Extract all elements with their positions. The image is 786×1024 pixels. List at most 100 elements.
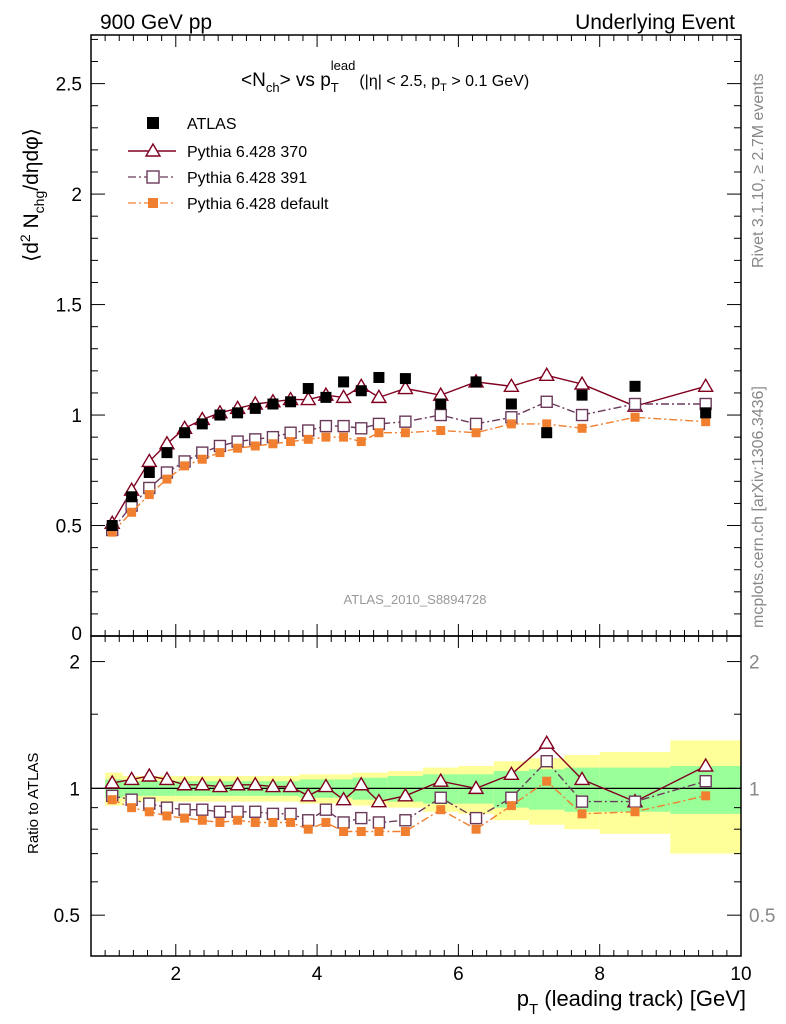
main-point-pythia-6-428-default xyxy=(107,527,117,537)
mcplots-label: mcplots.cern.ch [arXiv:1306.3436] xyxy=(750,386,767,628)
ratio-point-pythia-6-428-default xyxy=(286,817,296,827)
main-point-atlas xyxy=(249,402,261,414)
ratio-point-pythia-6-428-default xyxy=(321,817,331,827)
main-point-pythia-6-428-default xyxy=(303,434,313,444)
main-y-tick-label: 2.5 xyxy=(56,75,82,96)
main-point-pythia-6-428-391 xyxy=(284,426,297,439)
ratio-point-pythia-6-428-default xyxy=(506,801,516,811)
ratio-point-pythia-6-428-default xyxy=(630,807,640,817)
main-point-pythia-6-428-370 xyxy=(370,388,388,404)
ratio-point-pythia-6-428-391 xyxy=(469,811,483,825)
ratio-point-pythia-6-428-391 xyxy=(178,803,191,816)
main-point-pythia-6-428-370 xyxy=(538,366,555,381)
ratio-point-pythia-6-428-391 xyxy=(628,795,642,808)
ratio-point-pythia-6-428-default xyxy=(180,813,190,823)
main-point-atlas xyxy=(232,407,244,419)
main-y-tick-label: 1.5 xyxy=(56,296,82,317)
ratio-y-axis-label: Ratio to ATLAS xyxy=(25,753,42,854)
main-point-pythia-6-428-391 xyxy=(434,408,447,422)
main-point-atlas xyxy=(320,391,332,403)
main-point-pythia-6-428-default xyxy=(144,490,154,500)
legend-default-marker xyxy=(148,198,158,208)
ratio-point-pythia-6-428-391 xyxy=(213,805,227,818)
analysis-label: ATLAS_2010_S8894728 xyxy=(344,592,487,607)
main-point-pythia-6-428-370 xyxy=(503,377,520,393)
x-tick-label: 2 xyxy=(170,964,181,985)
main-y-tick-label-zero: 0 xyxy=(71,624,82,645)
ratio-point-pythia-6-428-391 xyxy=(266,807,280,821)
ratio-point-pythia-6-428-370 xyxy=(317,778,335,793)
ratio-y-tick-label: 1 xyxy=(69,779,80,800)
ratio-point-pythia-6-428-370 xyxy=(397,787,414,802)
axis-ticks: 2 4 6 8 10 0.5 1 1.5 2 2.5 0 0.5 1 2 0.5 1 2 xyxy=(54,35,775,985)
ratio-point-pythia-6-428-391 xyxy=(231,805,244,818)
ratio-point-pythia-6-428-default xyxy=(400,826,410,836)
main-point-pythia-6-428-default xyxy=(250,441,260,451)
main-point-pythia-6-428-391 xyxy=(575,408,589,422)
ratio-point-pythia-6-428-391 xyxy=(249,805,262,818)
main-point-atlas xyxy=(267,398,279,410)
main-point-atlas xyxy=(629,380,641,392)
ratio-point-pythia-6-428-391 xyxy=(284,807,297,821)
main-point-atlas xyxy=(285,396,297,408)
ratio-point-pythia-6-428-370 xyxy=(282,778,299,793)
main-point-pythia-6-428-370 xyxy=(573,375,591,390)
main-y-tick-label: 0.5 xyxy=(56,517,82,538)
ratio-point-pythia-6-428-391 xyxy=(540,755,553,768)
main-point-atlas xyxy=(143,466,155,478)
main-plot-title: <Nch> vs pTlead(|η| < 2.5, pT > 0.1 GeV) xyxy=(241,58,529,95)
ratio-point-pythia-6-428-default xyxy=(233,815,243,825)
main-point-pythia-6-428-391 xyxy=(337,419,350,433)
main-point-pythia-6-428-391 xyxy=(355,422,368,435)
main-point-pythia-6-428-default xyxy=(374,428,384,438)
main-point-pythia-6-428-default xyxy=(233,443,243,453)
main-point-atlas xyxy=(196,418,208,430)
ratio-y-tick-label-right: 1 xyxy=(749,779,760,800)
main-point-atlas xyxy=(161,447,173,459)
main-point-pythia-6-428-391 xyxy=(399,415,412,428)
ratio-series-layer xyxy=(103,734,714,836)
main-point-pythia-6-428-default xyxy=(436,426,446,436)
ratio-point-pythia-6-428-391 xyxy=(355,811,368,825)
main-point-pythia-6-428-370 xyxy=(300,391,317,406)
main-point-pythia-6-428-391 xyxy=(540,395,553,408)
ratio-point-pythia-6-428-default xyxy=(436,805,446,815)
ratio-y-tick-label-right: 2 xyxy=(749,653,760,674)
ratio-point-pythia-6-428-370 xyxy=(176,776,193,791)
main-point-pythia-6-428-default xyxy=(400,428,410,438)
ratio-point-pythia-6-428-370 xyxy=(229,776,246,791)
ratio-point-pythia-6-428-391 xyxy=(337,816,350,829)
legend-entry-atlas: ATLAS xyxy=(147,116,237,133)
ratio-point-pythia-6-428-370 xyxy=(141,767,158,782)
ratio-y-tick-label: 0.5 xyxy=(54,906,80,927)
ratio-y-tick-label: 2 xyxy=(69,653,80,674)
ratio-point-pythia-6-428-default xyxy=(577,809,587,819)
ratio-point-pythia-6-428-default xyxy=(303,824,313,834)
ratio-point-pythia-6-428-default xyxy=(356,826,366,836)
ratio-point-pythia-6-428-default xyxy=(268,817,278,827)
ratio-point-pythia-6-428-391 xyxy=(372,816,386,829)
ratio-point-pythia-6-428-370 xyxy=(370,793,388,808)
main-line-pythia-6-428-default xyxy=(111,416,706,533)
ratio-point-pythia-6-428-370 xyxy=(158,771,176,786)
main-point-pythia-6-428-default xyxy=(577,423,587,433)
ratio-point-pythia-6-428-370 xyxy=(264,778,282,793)
ratio-point-pythia-6-428-default xyxy=(215,817,225,827)
main-y-tick-label: 2 xyxy=(71,185,82,206)
legend-391-label: Pythia 6.428 391 xyxy=(187,170,307,187)
main-point-pythia-6-428-default xyxy=(339,432,349,442)
legend-370-label: Pythia 6.428 370 xyxy=(187,144,307,161)
main-point-atlas xyxy=(435,398,447,410)
legend-entry-pythia-391: Pythia 6.428 391 xyxy=(128,170,307,187)
ratio-point-pythia-6-428-370 xyxy=(503,765,520,780)
main-point-pythia-6-428-370 xyxy=(697,377,714,393)
main-point-pythia-6-428-default xyxy=(180,461,190,471)
x-tick-label: 4 xyxy=(312,964,323,985)
main-point-atlas xyxy=(373,371,385,383)
ratio-point-pythia-6-428-default xyxy=(162,811,172,821)
main-point-pythia-6-428-391 xyxy=(628,397,642,411)
band-inner xyxy=(670,766,741,814)
ratio-point-pythia-6-428-370 xyxy=(247,776,264,791)
x-axis-label: pT (leading track) [GeV] xyxy=(517,986,746,1018)
